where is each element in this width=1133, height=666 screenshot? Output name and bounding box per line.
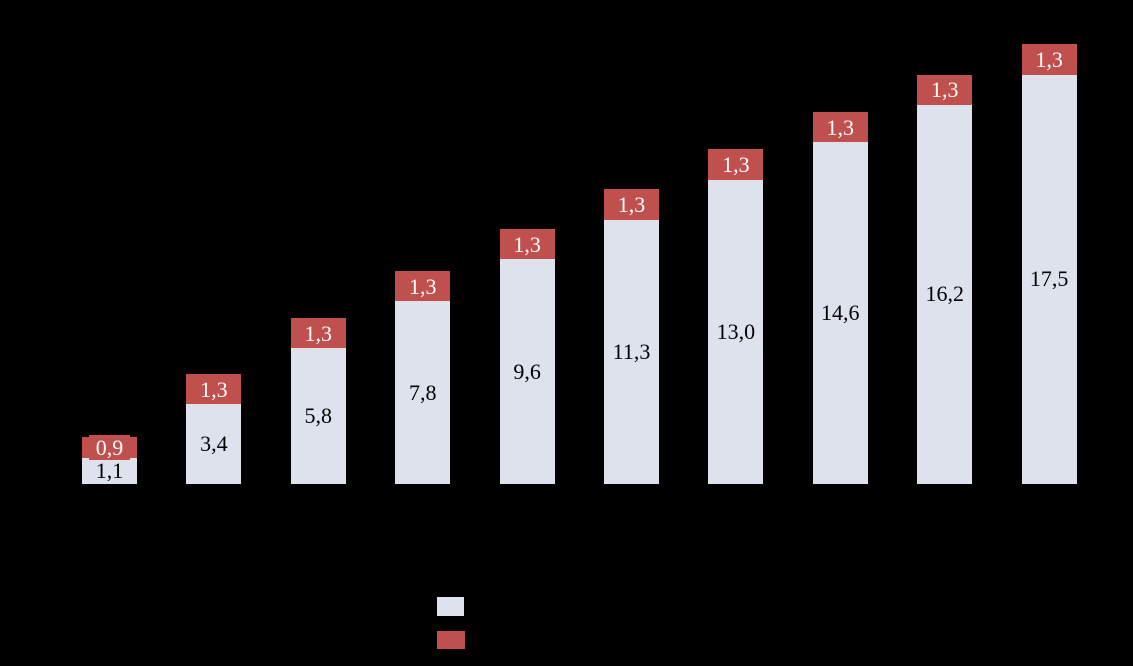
top-segment: 1,3 [186, 374, 242, 405]
base-segment-label: 1,1 [95, 458, 124, 484]
top-segment: 1,3 [499, 228, 555, 260]
base-segment-label: 5,8 [304, 403, 333, 429]
top-segment-label: 1,3 [819, 114, 862, 140]
base-segment-label: 7,8 [408, 379, 437, 405]
top-segment-label: 1,3 [193, 376, 235, 402]
bar-6: 1,3 11,3 [604, 189, 659, 484]
top-segment: 1,3 [290, 317, 346, 349]
top-segment-label: 1,3 [1028, 46, 1070, 72]
base-segment-label: 16,2 [925, 281, 964, 307]
top-segment: 1,3 [812, 111, 868, 143]
base-segment: 9,6 [499, 259, 555, 484]
base-segment: 13,0 [708, 179, 764, 484]
top-segment: 1,3 [604, 189, 659, 220]
base-segment-label: 3,4 [200, 431, 228, 457]
base-segment-label: 9,6 [513, 358, 541, 384]
top-segment-label: 1,3 [610, 191, 653, 217]
bar-9: 1,3 16,2 [917, 74, 973, 484]
base-segment: 11,3 [604, 219, 659, 484]
base-segment-label: 14,6 [821, 300, 860, 326]
bar-10: 1,3 17,5 [1021, 44, 1077, 484]
top-segment: 0,9 [82, 435, 137, 461]
base-segment: 14,6 [812, 142, 868, 484]
base-segment: 17,5 [1021, 74, 1077, 484]
base-segment: 5,8 [290, 348, 346, 484]
legend-swatch-red [437, 631, 465, 649]
top-segment: 1,3 [917, 74, 973, 105]
top-segment: 1,3 [1021, 44, 1077, 75]
bar-4: 1,3 7,8 [395, 271, 451, 484]
top-segment: 1,3 [708, 149, 764, 180]
top-segment-label: 1,3 [506, 231, 548, 257]
base-segment-label: 11,3 [612, 338, 651, 364]
bar-8: 1,3 14,6 [812, 111, 868, 484]
base-segment-label: 17,5 [1029, 266, 1069, 292]
base-segment-label: 13,0 [716, 318, 756, 344]
top-segment-label: 1,3 [297, 320, 340, 346]
base-segment: 3,4 [186, 404, 242, 484]
bar-5: 1,3 9,6 [499, 228, 555, 484]
top-segment-label: 1,3 [923, 77, 966, 103]
top-segment-label: 1,3 [401, 273, 444, 299]
top-segment-label: 1,3 [715, 152, 757, 178]
base-segment: 7,8 [395, 301, 451, 484]
top-segment-label: 0,9 [88, 435, 131, 461]
base-segment: 16,2 [917, 104, 973, 484]
bar-2: 1,3 3,4 [186, 374, 242, 484]
top-segment: 1,3 [395, 271, 451, 302]
base-segment: 1,1 [82, 458, 137, 484]
bar-7: 1,3 13,0 [708, 149, 764, 484]
legend-swatch-light [437, 597, 464, 616]
bar-1: 0,9 1,1 [82, 435, 137, 484]
bar-3: 1,3 5,8 [290, 317, 346, 484]
